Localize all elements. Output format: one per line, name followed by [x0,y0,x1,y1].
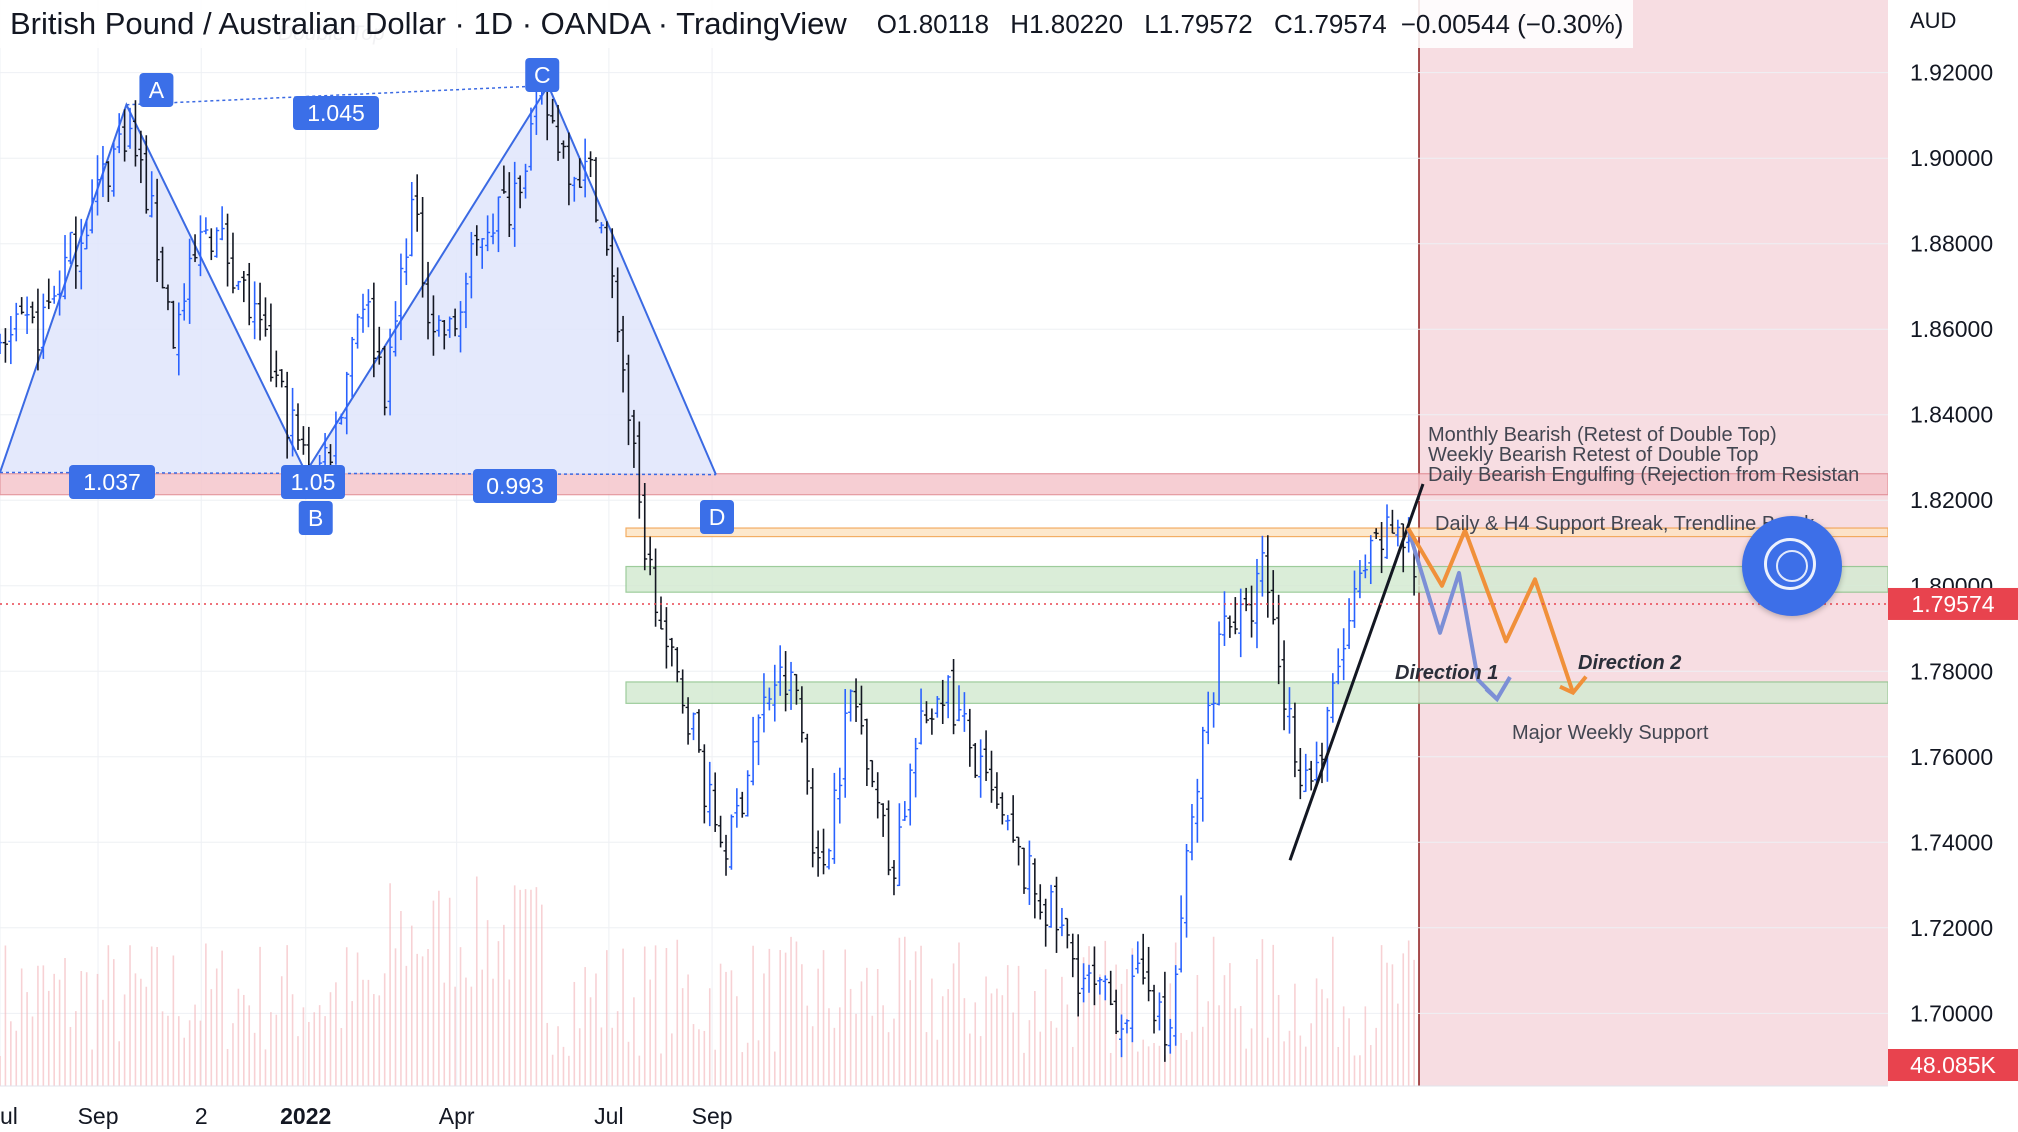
y-tick-2: 1.88000 [1910,231,1993,257]
y-tick-0: 1.92000 [1910,60,1993,86]
volume-bars [0,876,1415,1086]
x-tick-4: Apr [439,1103,475,1129]
trendline [1288,483,1425,861]
time-axis: ul Sep 2 2022 Apr Jul Sep [0,1085,1888,1132]
point-d-label-bg [700,500,734,534]
ohlc-values: O1.80118 H1.80220 L1.79572 C1.79574 [877,9,1401,40]
high-value: H1.80220 [1010,8,1124,39]
last-price-label: 1.79574 [1911,591,1994,617]
pattern-fill [0,85,716,475]
point-a-label: A [149,77,165,103]
x-tick-3: 2022 [280,1103,331,1129]
change-value: −0.00544 (−0.30%) [1400,8,1624,39]
ratio-cd-label-bg [473,469,557,503]
point-c-label-bg [525,58,560,92]
volume-label: 48.085K [1910,1052,1996,1078]
y-tick-7: 1.78000 [1910,658,1993,684]
point-b-label-bg [298,501,333,535]
y-tick-10: 1.72000 [1910,915,1993,941]
major-support-label: Major Weekly Support [1512,722,1709,744]
ratio-b-label: 1.05 [291,469,336,495]
volume-tag [1888,1049,2018,1081]
ratio-ac-label-bg [293,96,379,130]
y-tick-9: 1.74000 [1910,829,1993,855]
ratio-b-label-bg [281,465,345,499]
low-value: L1.79572 [1144,8,1253,39]
y-tick-3: 1.86000 [1910,316,1993,342]
close-value: C1.79574 [1273,8,1387,39]
ratio-cd-label: 0.993 [486,473,544,499]
price-axis-bg [1888,0,2018,1132]
target-ring-icon [1764,538,1816,590]
open-value: O1.80118 [876,8,990,39]
direction-2-arrowhead [1559,675,1588,696]
point-a-label-bg [139,73,174,107]
support-break-label: Daily & H4 Support Break, Trendline Brea… [1435,513,1815,535]
grid-lines [0,0,1888,1086]
target-center-icon [1776,550,1808,582]
x-tick-5: Jul [594,1103,623,1129]
direction-2-path [1406,527,1575,694]
pattern-top-dotted [126,84,549,106]
target-circle-icon[interactable] [1742,516,1842,616]
zone-major-weekly-support [625,681,1889,704]
x-tick-2: 2 [195,1103,208,1129]
y-tick-8: 1.76000 [1910,744,1993,770]
price-axis: AUD 1.92000 1.90000 1.88000 1.86000 1.84000 1.… [1888,0,2018,1132]
point-c-label: C [534,62,551,88]
direction-2-label: Direction 2 [1578,652,1681,674]
x-tick-1: Sep [78,1103,119,1129]
projection-paths [0,483,1888,861]
note-1: Monthly Bearish (Retest of Double Top) [1428,424,1777,446]
y-tick-11: 1.70000 [1910,1000,1993,1026]
candles [0,63,1417,1062]
y-tick-1: 1.90000 [1910,145,1993,171]
ratio-ac-label: 1.045 [307,100,365,126]
point-d-label: D [709,504,726,530]
direction-1-path [1406,527,1499,701]
time-axis-bg [0,1086,1888,1132]
last-price-tag [1888,587,2018,620]
point-b-label: B [308,505,323,531]
note-3: Daily Bearish Engulfing (Rejection from … [1428,464,1859,486]
y-tick-4: 1.84000 [1910,402,1993,428]
direction-1-arrowhead [1484,676,1512,703]
pattern-base-dotted [0,471,716,476]
direction-1-label: Direction 1 [1395,662,1498,684]
x-tick-6: Sep [692,1103,733,1129]
symbol-title[interactable]: British Pound / Australian Dollar · 1D ·… [10,6,847,41]
x-tick-0: ul [0,1103,18,1129]
note-2: Weekly Bearish Retest of Double Top [1428,444,1759,466]
ratio-ab-label-bg [69,465,155,499]
symbol-header: British Pound / Australian Dollar · 1D ·… [0,0,1634,48]
currency-label: AUD [1910,8,1956,33]
y-tick-5: 1.82000 [1910,487,1993,513]
ratio-ab-label: 1.037 [83,469,141,495]
